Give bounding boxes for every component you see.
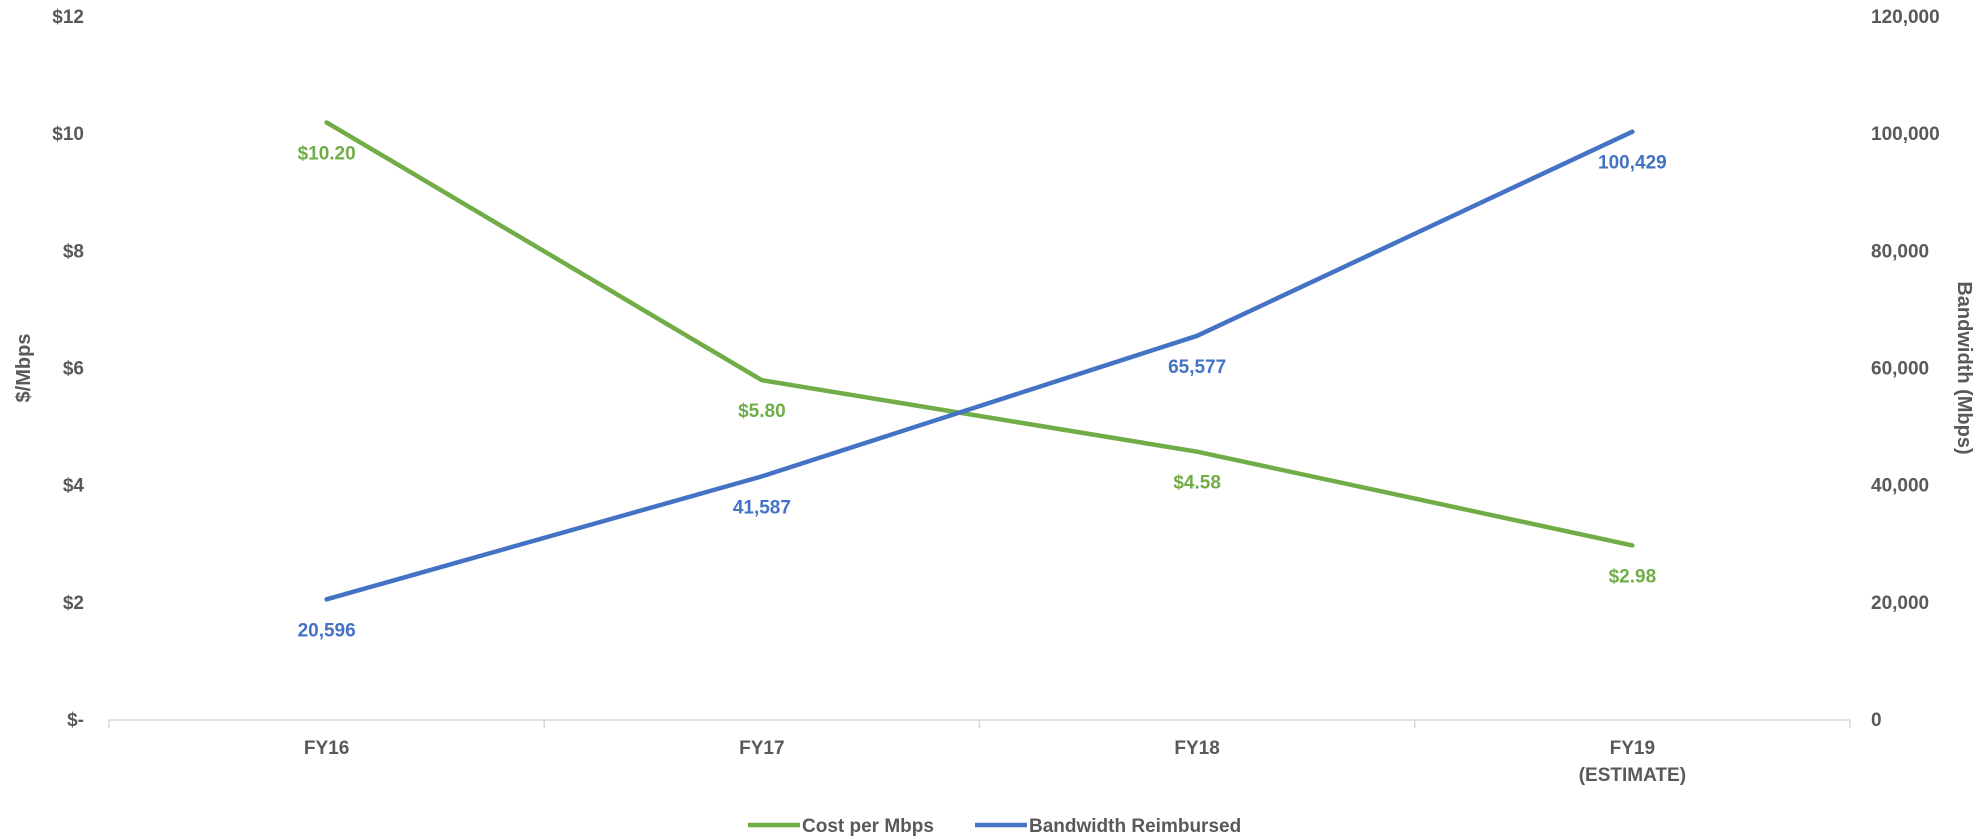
right-axis-tick-label: 20,000 [1871,593,1929,614]
data-point [1630,543,1635,548]
x-axis-label: (ESTIMATE) [1579,765,1686,786]
data-point [324,597,329,602]
x-axis-label: FY16 [304,738,349,759]
series-line-0 [324,120,1635,548]
data-point [324,120,329,125]
right-axis-tick-label: 100,000 [1871,124,1940,145]
data-label: $5.80 [738,401,786,422]
data-label: 65,577 [1168,357,1226,378]
right-axis-title: Bandwidth (Mbps) [1953,281,1975,454]
series-line-1 [324,129,1635,602]
series-lines [324,120,1635,602]
left-axis-title: $/Mbps [13,334,35,403]
left-axis-tick-label: $10 [52,124,84,145]
data-labels: $10.20 $5.80 $4.58 $2.98 20,596 41,587 65,577 1… [298,143,1667,641]
data-label: 100,429 [1598,153,1667,174]
left-axis-tick-label: $2 [63,593,84,614]
x-axis-label: FY17 [739,738,784,759]
left-axis-ticks: $- $2 $4 $6 $8 $10 $12 [52,7,84,731]
data-label: 41,587 [733,497,791,518]
right-axis-tick-label: 60,000 [1871,359,1929,380]
data-label: $2.98 [1609,566,1657,587]
data-label: 20,596 [298,620,356,641]
data-label: $4.58 [1173,473,1221,494]
data-point [759,378,764,383]
left-axis-tick-label: $12 [52,7,84,28]
right-axis-ticks: 0 20,000 40,000 60,000 80,000 100,000 120,000 [1871,7,1940,731]
data-point [1630,129,1635,134]
data-label: $10.20 [298,143,356,164]
x-axis-label: FY18 [1174,738,1219,759]
legend: Cost per Mbps Bandwidth Reimbursed [748,816,1241,837]
left-axis-tick-label: $- [67,710,84,731]
legend-label: Cost per Mbps [802,816,934,837]
data-point [1195,333,1200,338]
data-point [759,474,764,479]
x-axis-labels: FY16 FY17 FY18 FY19 (ESTIMATE) [304,738,1686,786]
data-point [1195,449,1200,454]
right-axis-tick-label: 0 [1871,710,1882,731]
x-axis-label: FY19 [1610,738,1655,759]
x-axis-tick-marks [108,720,1851,728]
left-axis-tick-label: $8 [63,241,84,262]
right-axis-tick-label: 40,000 [1871,476,1929,497]
left-axis-tick-label: $6 [63,359,84,380]
legend-label: Bandwidth Reimbursed [1029,816,1241,837]
right-axis-tick-label: 80,000 [1871,241,1929,262]
right-axis-tick-label: 120,000 [1871,7,1940,28]
left-axis-tick-label: $4 [63,476,85,497]
